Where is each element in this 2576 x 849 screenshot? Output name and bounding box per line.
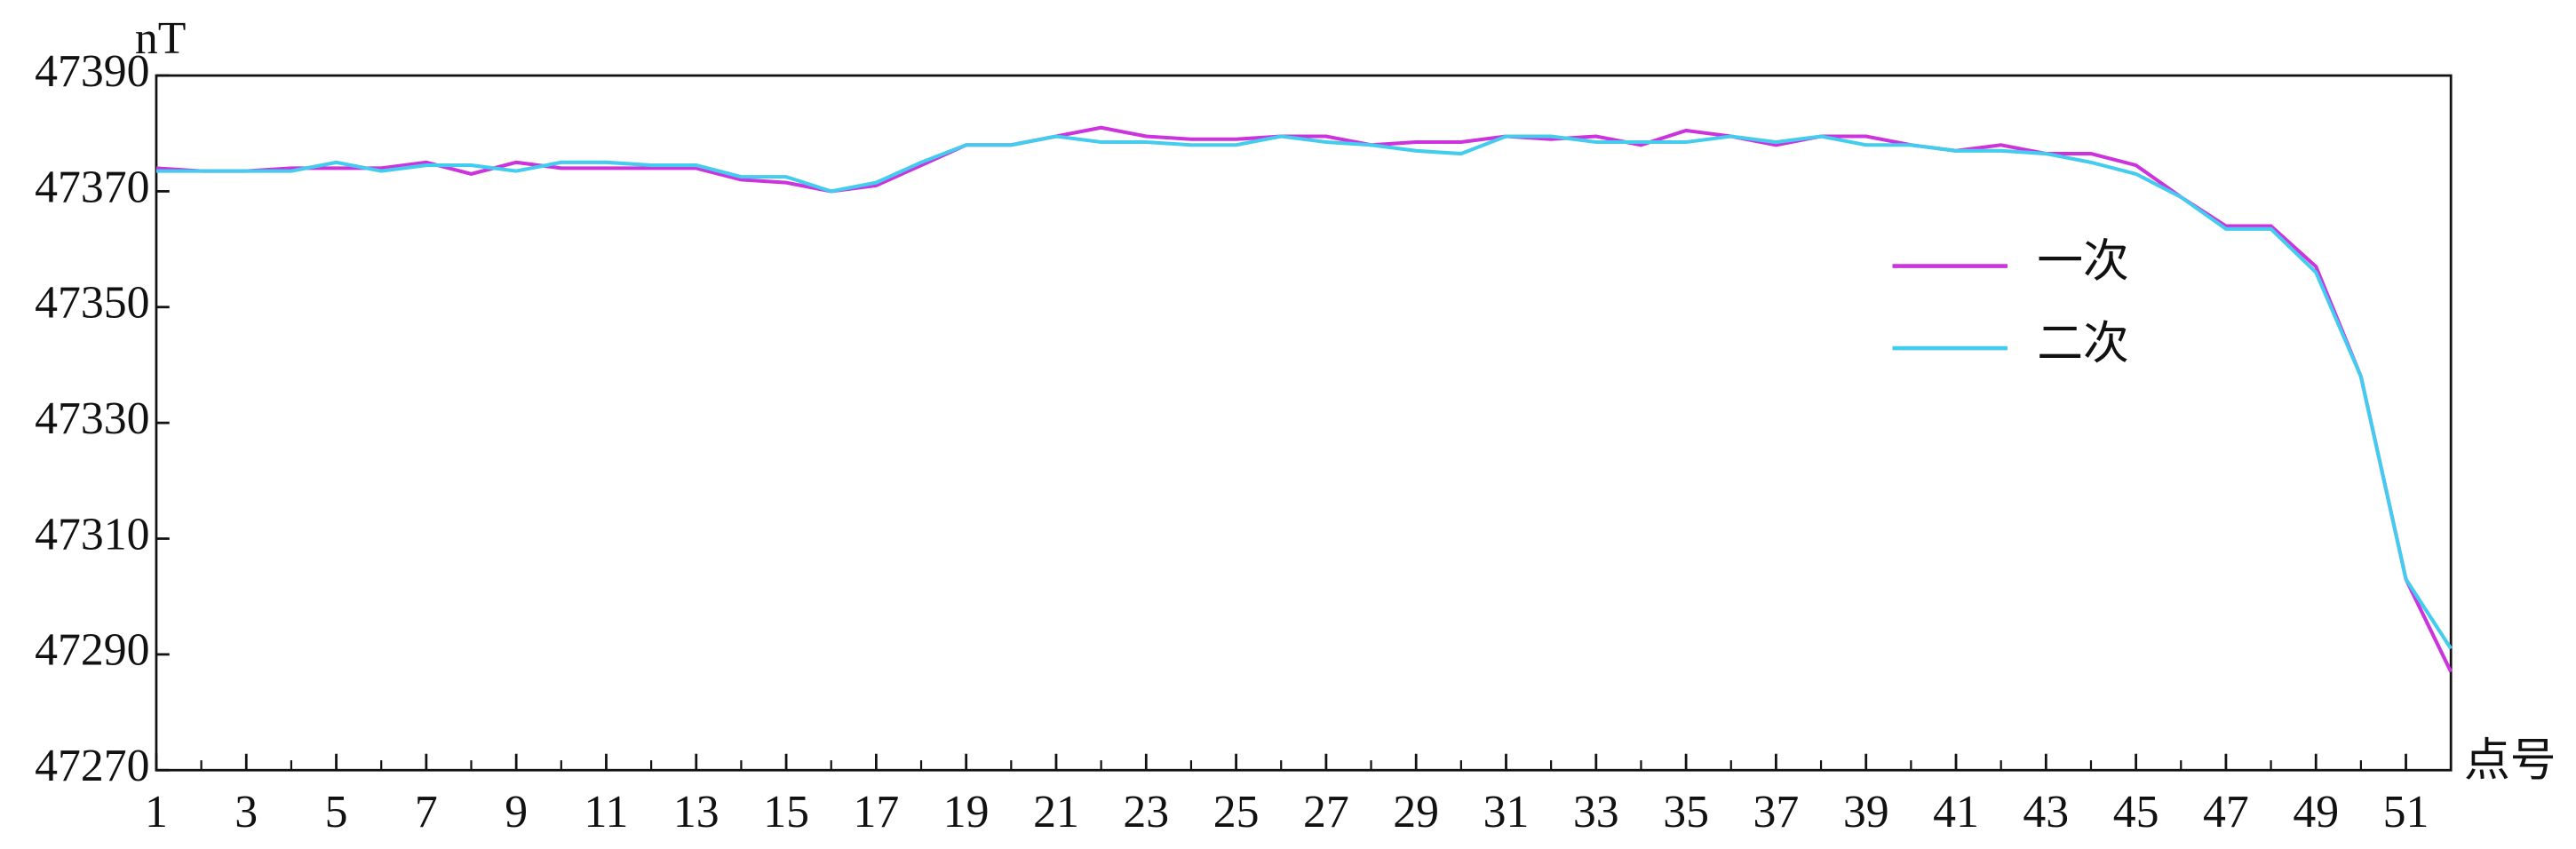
y-axis-label: nT <box>135 13 187 64</box>
x-tick-label: 7 <box>415 787 438 837</box>
x-tick-label: 17 <box>853 787 899 837</box>
legend-label: 二次 <box>2037 319 2129 369</box>
x-tick-label: 23 <box>1123 787 1169 837</box>
x-tick-label: 51 <box>2383 787 2429 837</box>
series-line <box>155 125 2453 673</box>
series-line <box>155 134 2453 650</box>
x-tick-label: 27 <box>1303 787 1349 837</box>
x-tick-label: 1 <box>145 787 168 837</box>
x-tick-label: 15 <box>763 787 809 837</box>
x-tick-label: 25 <box>1213 787 1260 837</box>
x-tick-label: 49 <box>2293 787 2339 837</box>
x-tick-label: 45 <box>2113 787 2159 837</box>
x-axis-label: 点号 <box>2464 736 2556 787</box>
x-tick-label: 47 <box>2203 787 2249 837</box>
x-tick-label: 21 <box>1033 787 1079 837</box>
x-tick-label: 41 <box>1933 787 1979 837</box>
x-tick-label: 19 <box>943 787 990 837</box>
x-tick-label: 43 <box>2023 787 2069 837</box>
x-tick-label: 31 <box>1483 787 1530 837</box>
x-tick-label: 3 <box>235 787 258 837</box>
plot-frame <box>155 74 2453 772</box>
x-tick-label: 33 <box>1573 787 1619 837</box>
y-tick-label: 47390 <box>35 46 149 97</box>
y-tick-label: 47270 <box>35 741 149 791</box>
x-tick-label: 29 <box>1393 787 1439 837</box>
x-tick-label: 11 <box>584 787 629 837</box>
y-tick-label: 47350 <box>35 278 149 329</box>
y-tick-label: 47290 <box>35 625 149 676</box>
y-tick-label: 47370 <box>35 162 149 212</box>
x-tick-label: 35 <box>1663 787 1709 837</box>
x-tick-label: 39 <box>1843 787 1889 837</box>
y-tick-label: 47310 <box>35 509 149 559</box>
x-tick-label: 37 <box>1753 787 1800 837</box>
x-tick-label: 13 <box>673 787 720 837</box>
y-tick-label: 47330 <box>35 393 149 444</box>
legend-label: 一次 <box>2037 236 2129 287</box>
x-tick-label: 9 <box>505 787 528 837</box>
x-tick-label: 5 <box>325 787 348 837</box>
